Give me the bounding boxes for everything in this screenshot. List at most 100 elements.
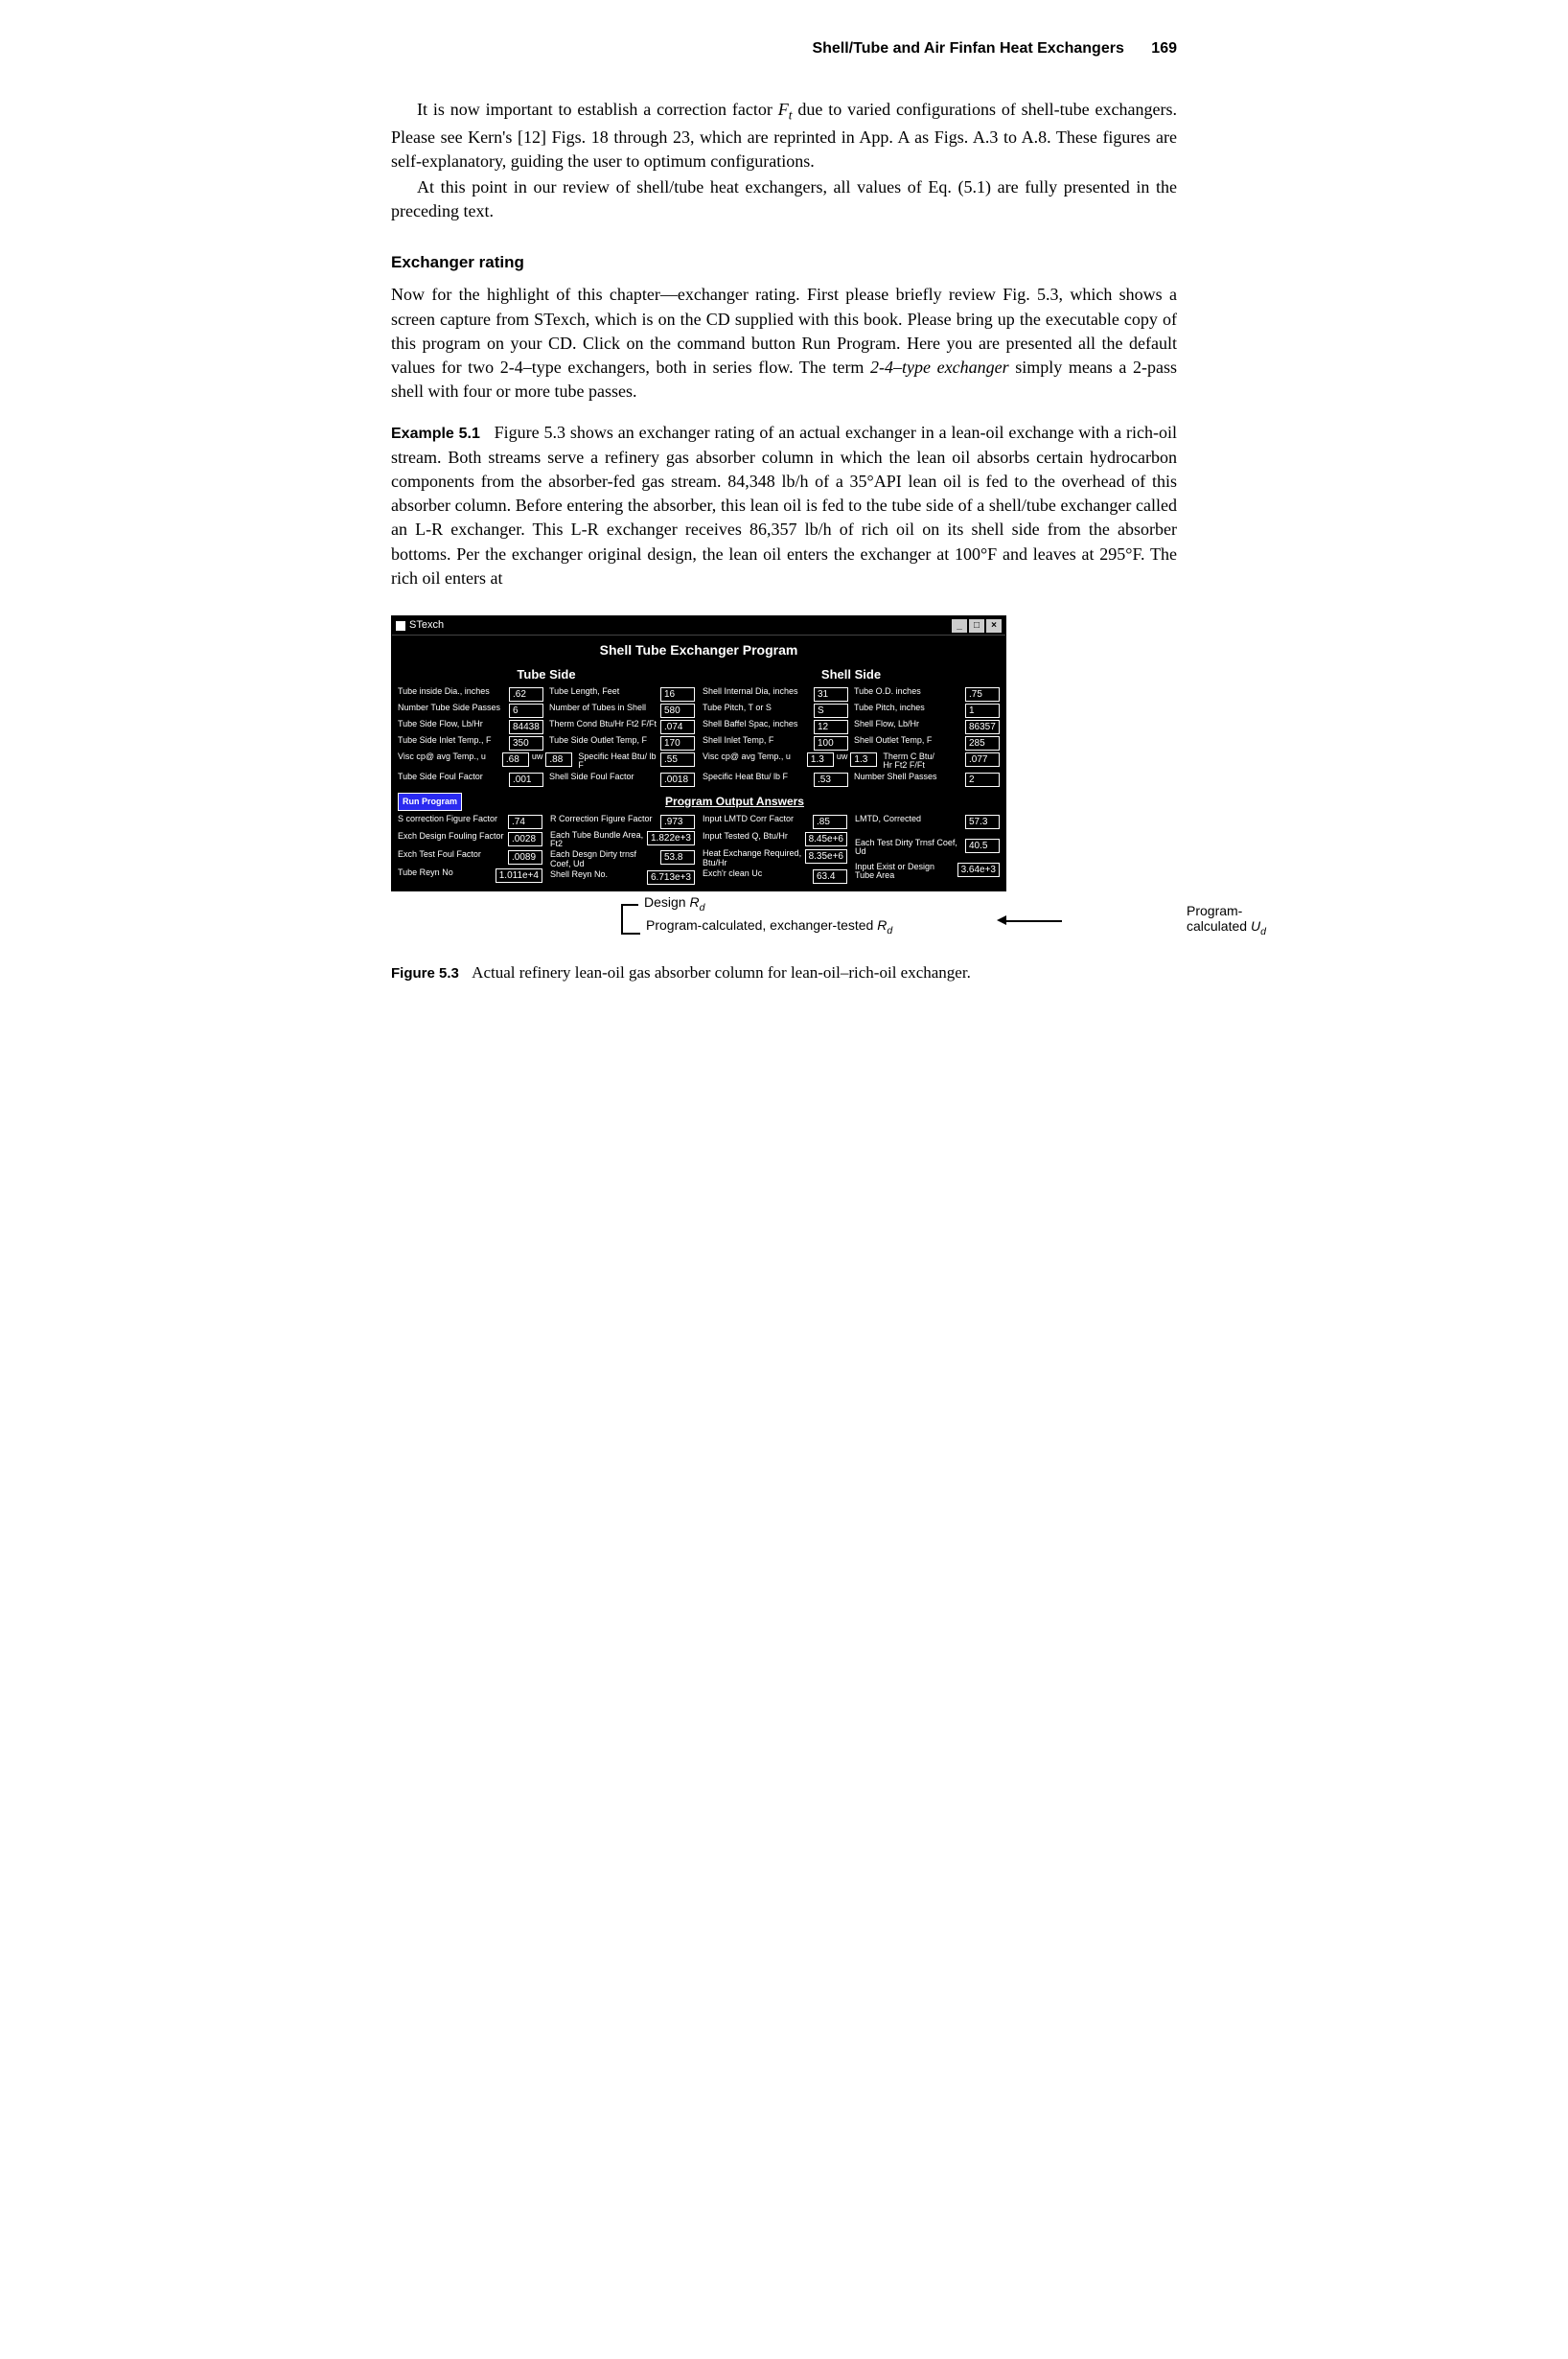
shell-spec-heat-input[interactable]: .53 [814, 773, 848, 787]
tube-outlet-temp-input[interactable]: 170 [660, 736, 695, 751]
example-label: Example 5.1 [391, 426, 480, 442]
output-value: .0028 [508, 832, 542, 846]
output-header: Program Output Answers [470, 794, 1000, 810]
label: Tube Side Flow, Lb/Hr [398, 720, 509, 729]
tube-length-input[interactable]: 16 [660, 687, 695, 702]
label: Shell Flow, Lb/Hr [854, 720, 965, 729]
example-text: Figure 5.3 shows an exchanger rating of … [391, 423, 1177, 587]
output-value: .0089 [508, 850, 542, 865]
label: Tube Side Outlet Temp, F [549, 736, 660, 745]
shell-visc-input[interactable]: 1.3 [807, 752, 834, 767]
shell-outlet-temp-input[interactable]: 285 [965, 736, 1000, 751]
output-value: 57.3 [965, 815, 1000, 829]
label: Exch Design Fouling Factor [398, 832, 508, 841]
tube-inside-dia-input[interactable]: .62 [509, 687, 543, 702]
label: Tube Side Inlet Temp., F [398, 736, 509, 745]
tube-inlet-temp-input[interactable]: 350 [509, 736, 543, 751]
app-window: STexch _ □ × Shell Tube Exchanger Progra… [391, 615, 1006, 891]
run-program-button[interactable]: Run Program [398, 793, 462, 811]
label: Tube O.D. inches [854, 687, 965, 696]
label: Tube Side Foul Factor [398, 773, 509, 781]
label: Specific Heat Btu/ lb F [578, 752, 660, 771]
tube-side-header: Tube Side [398, 666, 695, 687]
label: Tube Reyn No [398, 868, 496, 877]
example-block: Example 5.1 Figure 5.3 shows an exchange… [391, 421, 1177, 590]
label: Each Test Dirty Trnsf Coef, Ud [855, 839, 965, 857]
running-head: Shell/Tube and Air Finfan Heat Exchanger… [391, 38, 1177, 59]
chapter-title: Shell/Tube and Air Finfan Heat Exchanger… [812, 40, 1123, 57]
callout-tested-rd: Program-calculated, exchanger-tested Rd [646, 916, 892, 937]
shell-visc-uw-input[interactable]: 1.3 [850, 752, 877, 767]
output-value: 3.64e+3 [957, 863, 1000, 877]
shell-therm-cond-input[interactable]: .077 [965, 752, 1000, 767]
num-tubes-input[interactable]: 580 [660, 704, 695, 718]
shell-inlet-temp-input[interactable]: 100 [814, 736, 848, 751]
therm-cond-input[interactable]: .074 [660, 720, 695, 734]
program-title: Shell Tube Exchanger Program [392, 636, 1005, 662]
output-value: 8.45e+6 [805, 832, 847, 846]
label: Visc cp@ avg Temp., u [398, 752, 502, 761]
label: Input Exist or Design Tube Area [855, 863, 957, 881]
shell-side-panel: Shell Side Shell Internal Dia, inches31 … [703, 666, 1000, 789]
label: Tube Pitch, T or S [703, 704, 814, 712]
label: Number Shell Passes [854, 773, 965, 781]
label: S correction Figure Factor [398, 815, 508, 823]
tube-spec-heat-input[interactable]: .55 [660, 752, 695, 767]
shell-foul-input[interactable]: .0018 [660, 773, 695, 787]
label: Number of Tubes in Shell [549, 704, 660, 712]
arrow-icon [997, 915, 1006, 925]
label: Shell Inlet Temp, F [703, 736, 814, 745]
tube-passes-input[interactable]: 6 [509, 704, 543, 718]
label: Tube inside Dia., inches [398, 687, 509, 696]
label: Shell Internal Dia, inches [703, 687, 814, 696]
paragraph-3: Now for the highlight of this chapter—ex… [391, 283, 1177, 404]
label: Shell Side Foul Factor [549, 773, 660, 781]
figure-caption: Figure 5.3 Actual refinery lean-oil gas … [391, 961, 1177, 984]
label: Specific Heat Btu/ lb F [703, 773, 814, 781]
label: Number Tube Side Passes [398, 704, 509, 712]
output-value: .85 [813, 815, 847, 829]
figure-label: Figure 5.3 [391, 965, 459, 982]
output-value: 1.011e+4 [496, 868, 542, 883]
close-button[interactable]: × [986, 619, 1002, 633]
label: Tube Length, Feet [549, 687, 660, 696]
section-heading: Exchanger rating [391, 251, 1177, 274]
bottom-callouts: Design Rd Program-calculated, exchanger-… [621, 893, 1177, 945]
app-icon [396, 621, 405, 631]
tube-flow-input[interactable]: 84438 [509, 720, 543, 734]
baffle-spacing-input[interactable]: 12 [814, 720, 848, 734]
label: Therm C Btu/Hr Ft2 F/Ft [883, 752, 965, 771]
output-value: 8.35e+6 [805, 849, 847, 864]
label: Shell Reyn No. [550, 870, 647, 879]
tube-foul-input[interactable]: .001 [509, 773, 543, 787]
figure-text: Actual refinery lean-oil gas absorber co… [472, 963, 971, 982]
label: Exch'r clean Uc [703, 869, 813, 878]
label: Therm Cond Btu/Hr Ft2 F/Ft [549, 720, 660, 729]
label: R Correction Figure Factor [550, 815, 660, 823]
tube-visc-uw-input[interactable]: .88 [545, 752, 572, 767]
output-value: 63.4 [813, 869, 847, 884]
label: Tube Pitch, inches [854, 704, 965, 712]
paragraph-2: At this point in our review of shell/tub… [391, 175, 1177, 223]
pitch-inches-input[interactable]: 1 [965, 704, 1000, 718]
shell-dia-input[interactable]: 31 [814, 687, 848, 702]
label: Each Desgn Dirty trnsf Coef, Ud [550, 850, 660, 868]
label: Input Tested Q, Btu/Hr [703, 832, 805, 841]
shell-passes-input[interactable]: 2 [965, 773, 1000, 787]
tube-od-input[interactable]: .75 [965, 687, 1000, 702]
page-number: 169 [1151, 40, 1177, 57]
label: LMTD, Corrected [855, 815, 965, 823]
label: Exch Test Foul Factor [398, 850, 508, 859]
maximize-button[interactable]: □ [969, 619, 984, 633]
paragraph-1: It is now important to establish a corre… [391, 98, 1177, 173]
label: Shell Outlet Temp, F [854, 736, 965, 745]
minimize-button[interactable]: _ [952, 619, 967, 633]
tube-visc-input[interactable]: .68 [502, 752, 529, 767]
label: uw [529, 752, 546, 761]
tube-side-panel: Tube Side Tube inside Dia., inches.62 Tu… [398, 666, 695, 789]
shell-flow-input[interactable]: 86357 [965, 720, 1000, 734]
label: uw [834, 752, 851, 761]
pitch-type-input[interactable]: S [814, 704, 848, 718]
titlebar: STexch _ □ × [392, 616, 1005, 636]
leader-line [621, 904, 640, 935]
